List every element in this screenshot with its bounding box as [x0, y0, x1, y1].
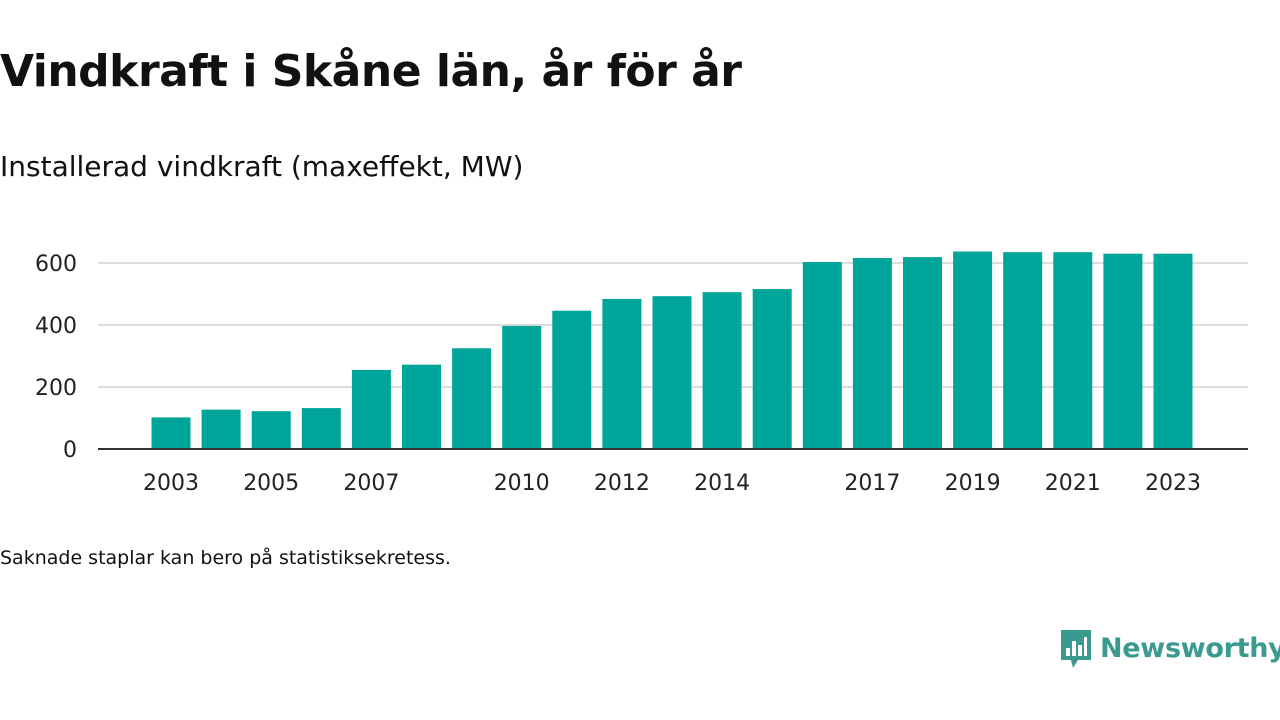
y-tick-label: 0: [63, 438, 77, 463]
bar-2014: [702, 292, 742, 449]
bar-2017: [852, 258, 892, 449]
bar-2012: [602, 298, 642, 449]
bar-chart: 0 200 400 600 2003 2005 2007 2010 2012 2014 2017 20…: [35, 251, 1248, 496]
bar-2010: [502, 325, 542, 449]
brand-logo: Newsworthy: [1058, 626, 1280, 670]
x-tick-label: 2019: [945, 471, 1001, 496]
bar-2003: [151, 417, 191, 449]
bar-2020: [1003, 252, 1043, 449]
y-tick-label: 400: [35, 314, 77, 339]
bar-2016: [802, 262, 842, 449]
bar-2008: [402, 364, 441, 449]
x-tick-label: 2007: [343, 471, 399, 496]
bar-2009: [452, 348, 492, 449]
bar-2005: [251, 411, 291, 449]
bar-2006: [301, 408, 341, 449]
x-tick-label: 2014: [694, 471, 750, 496]
footnote: Saknade staplar kan bero på statistiksek…: [0, 547, 451, 569]
bar-2022: [1103, 253, 1143, 449]
chart-title: Vindkraft i Skåne län, år för år: [0, 46, 742, 97]
x-tick-label: 2023: [1145, 471, 1201, 496]
bar-2015: [752, 289, 792, 449]
bars: [151, 251, 1193, 449]
chat-bubble-bar-chart-icon: [1061, 630, 1091, 668]
bar-2013: [652, 296, 692, 449]
bar-2007: [351, 369, 391, 449]
tick-labels: 0 200 400 600 2003 2005 2007 2010 2012 2014 2017 20…: [35, 252, 1201, 496]
x-tick-label: 2010: [494, 471, 550, 496]
chart-subtitle: Installerad vindkraft (maxeffekt, MW): [0, 150, 524, 183]
x-tick-label: 2017: [844, 471, 900, 496]
bar-2023: [1153, 253, 1193, 449]
bar-2021: [1053, 252, 1093, 449]
y-tick-label: 200: [35, 376, 77, 401]
brand-name: Newsworthy: [1100, 632, 1280, 664]
bar-2019: [953, 251, 993, 449]
x-tick-label: 2003: [143, 471, 199, 496]
bar-2004: [201, 409, 241, 449]
bar-2018: [903, 257, 942, 449]
y-tick-label: 600: [35, 252, 77, 277]
x-tick-label: 2012: [594, 471, 650, 496]
bar-2011: [552, 310, 592, 449]
x-tick-label: 2021: [1045, 471, 1101, 496]
x-tick-label: 2005: [243, 471, 299, 496]
